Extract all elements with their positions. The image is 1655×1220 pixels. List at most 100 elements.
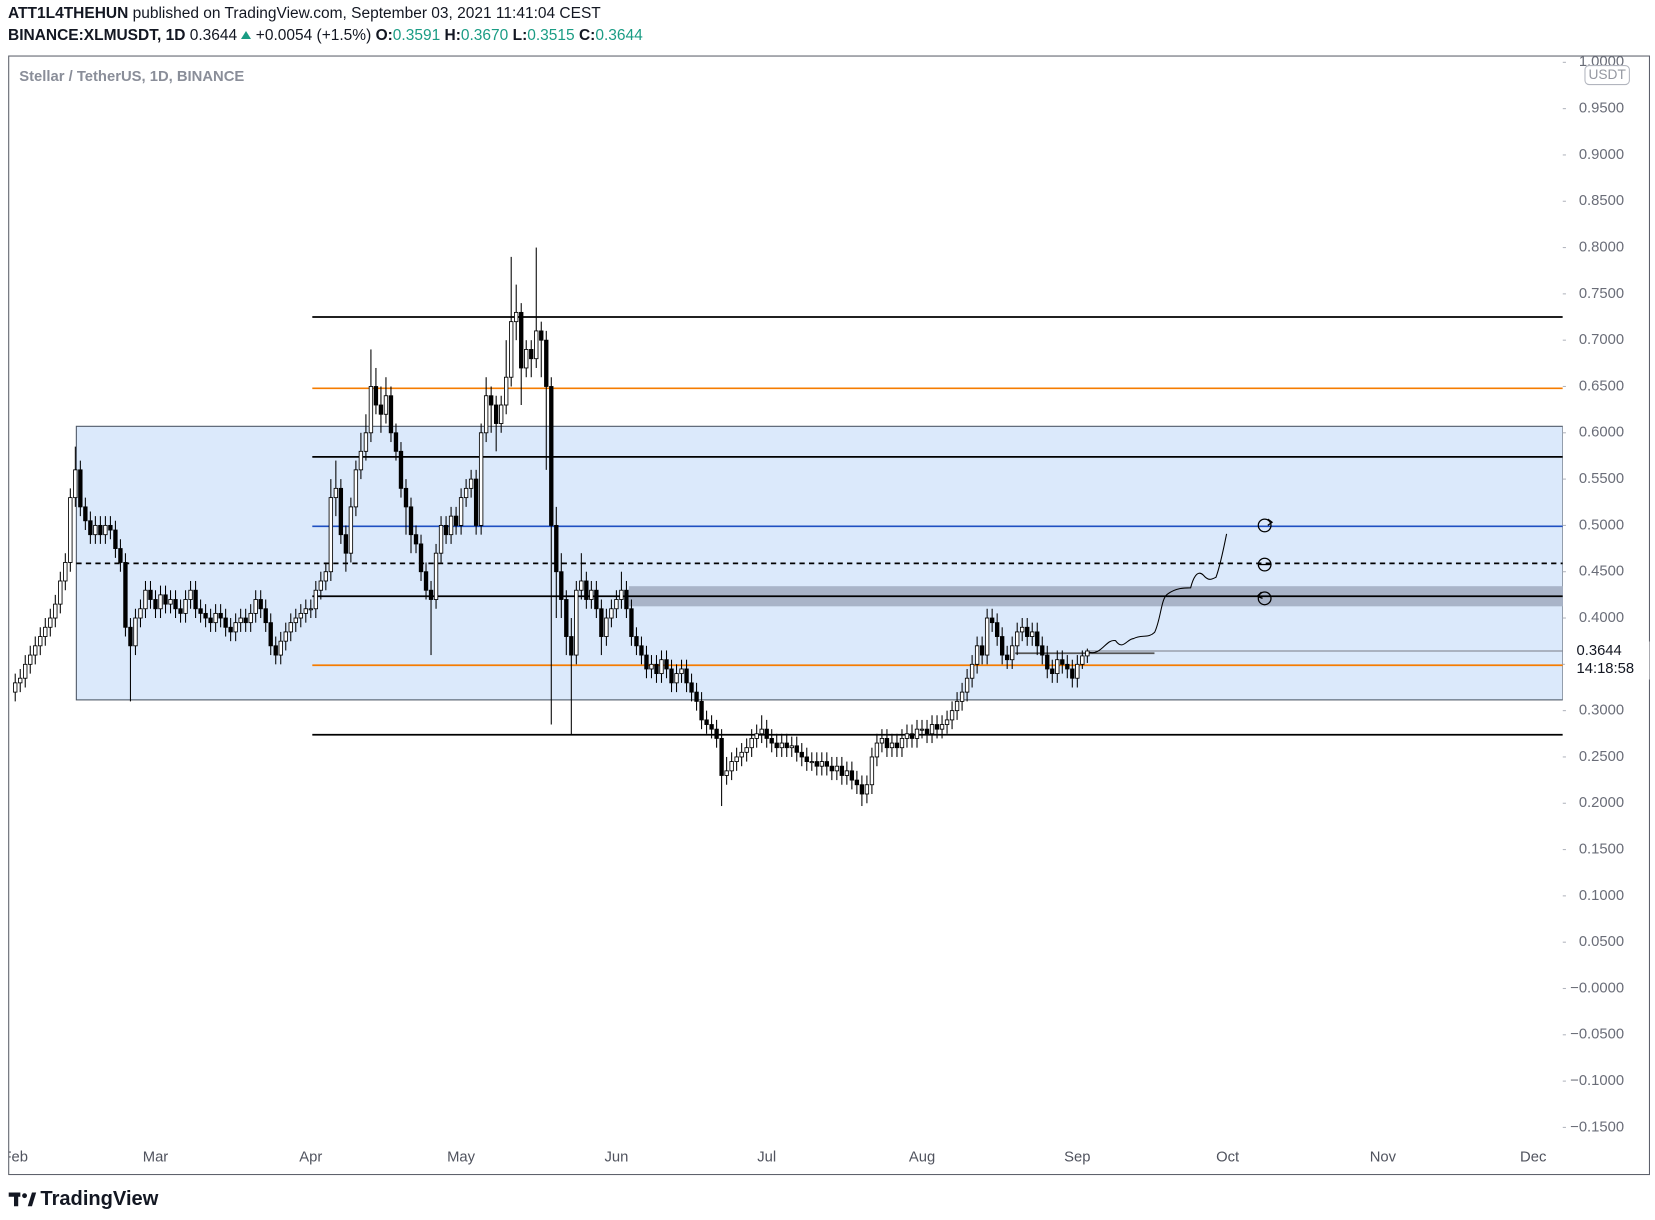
candle-body — [519, 311, 524, 369]
candle-body — [514, 311, 519, 323]
candle-body — [413, 534, 419, 545]
candle-body — [493, 404, 499, 424]
x-tick-label: Apr — [299, 1150, 322, 1166]
candle-body — [569, 636, 574, 656]
unit-label: USDT — [1588, 67, 1626, 82]
candle-body — [649, 663, 654, 670]
candle-body — [98, 524, 103, 536]
candle-body — [549, 386, 554, 526]
candle-body — [123, 562, 128, 628]
candle-body — [594, 589, 599, 610]
candle-body — [729, 761, 734, 772]
candle-body — [934, 724, 940, 730]
last-price-box — [1564, 641, 1650, 680]
candle-body — [554, 524, 559, 573]
candle-body — [664, 659, 669, 670]
projection-sketch — [1089, 533, 1228, 654]
candle-body — [914, 728, 920, 739]
up-arrow — [241, 31, 252, 39]
candle-body — [939, 724, 945, 730]
candle-body — [118, 548, 123, 563]
candle-body — [744, 747, 749, 753]
candle-body — [999, 636, 1005, 656]
candle-body — [994, 622, 1000, 637]
candle-body — [984, 617, 990, 656]
candle-body — [193, 589, 198, 610]
candle-body — [433, 552, 439, 600]
candle-body — [418, 543, 424, 573]
candle-body — [979, 645, 985, 656]
candle-body — [704, 719, 709, 725]
candle-body — [719, 738, 724, 776]
candle-body — [859, 784, 865, 795]
candle-body — [509, 321, 514, 378]
candle-body — [959, 691, 965, 702]
candle-body — [253, 599, 258, 614]
candle-body — [534, 330, 539, 360]
candle-body — [819, 761, 824, 767]
y-tick-label: 0.9500 — [1579, 101, 1624, 117]
candle-body — [1040, 645, 1045, 656]
candle-body — [488, 395, 494, 406]
candle-body — [293, 617, 298, 624]
candle-body — [298, 612, 303, 619]
candle-body — [789, 745, 794, 749]
candle-body — [378, 404, 384, 415]
candle-body — [529, 349, 534, 360]
x-tick-label: Sep — [1064, 1150, 1090, 1166]
candle-body — [138, 608, 143, 619]
candle-body — [604, 617, 609, 637]
y-tick-label: −0.1500 — [1570, 1119, 1624, 1135]
candle-body — [579, 580, 584, 591]
candle-body — [694, 691, 699, 702]
candle-body — [423, 571, 429, 591]
author: ATT1L4THEHUN — [8, 5, 129, 22]
candle-body — [383, 395, 389, 415]
candle-body — [23, 663, 28, 679]
y-tick-label: 0.8000 — [1579, 239, 1624, 255]
candle-body — [1015, 631, 1020, 647]
candle-body — [73, 469, 78, 499]
candle-body — [1050, 668, 1055, 675]
candle-body — [63, 562, 68, 582]
candle-body — [839, 765, 845, 776]
candle-body — [974, 645, 980, 665]
candle-body — [879, 738, 885, 744]
candle-body — [323, 571, 329, 582]
candle-body — [48, 617, 53, 628]
candle-body — [909, 733, 915, 739]
candle-body — [168, 599, 173, 605]
candle-body — [483, 395, 489, 434]
candle-body — [108, 524, 113, 531]
candle-body — [814, 761, 819, 767]
candle-body — [724, 770, 729, 776]
candle-body — [524, 349, 529, 369]
candle-body — [128, 626, 133, 647]
x-tick-label: Nov — [1370, 1150, 1397, 1166]
ohlc-value: 0.3670 — [460, 27, 509, 44]
candle-body — [398, 450, 404, 489]
candle-body — [639, 645, 644, 656]
y-tick-label: 0.4000 — [1579, 610, 1624, 626]
candle-body — [874, 742, 880, 758]
y-tick-label: −0.0000 — [1570, 980, 1624, 996]
x-tick-label: Jun — [604, 1150, 628, 1166]
y-tick-label: 0.5000 — [1579, 517, 1624, 533]
candle-body — [338, 487, 344, 536]
candle-body — [674, 673, 679, 684]
unit-box — [1584, 65, 1630, 86]
candle-body — [263, 608, 268, 624]
candle-body — [313, 589, 318, 610]
candle-body — [864, 784, 870, 795]
candle-body — [849, 770, 855, 781]
candle-body — [473, 478, 479, 526]
candle-body — [804, 756, 809, 763]
candle-body — [343, 534, 349, 554]
candle-body — [654, 663, 659, 675]
candle-body — [699, 700, 704, 721]
candle-body — [278, 640, 283, 656]
y-tick-label: 0.2000 — [1579, 795, 1624, 811]
candle-body — [774, 742, 779, 749]
candle-body — [58, 580, 63, 605]
ohlc-label: H: — [444, 27, 461, 44]
